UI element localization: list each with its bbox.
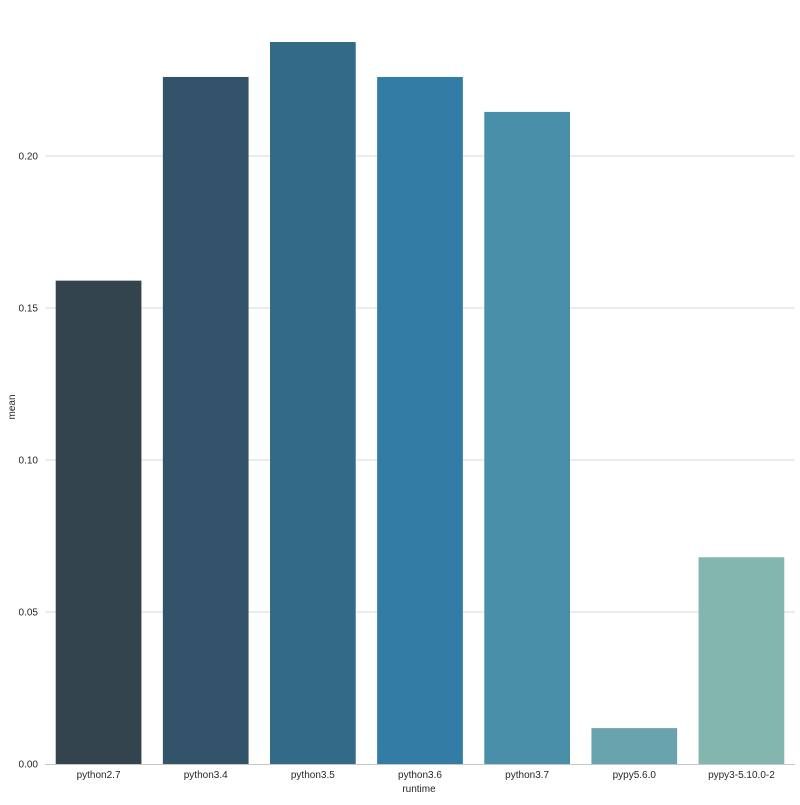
bar-python3-6 — [377, 76, 463, 764]
y-tick-label: 0.15 — [19, 304, 39, 315]
y-tick-label: 0.20 — [19, 152, 39, 163]
bars — [55, 42, 785, 765]
y-tick-labels: 0.00 0.05 0.10 0.15 0.20 — [19, 152, 39, 771]
x-tick-label: python2.7 — [77, 770, 121, 781]
bar-pypy3-5-10-0-2 — [698, 557, 785, 764]
x-tick-label: pypy5.6.0 — [613, 770, 657, 781]
y-tick-label: 0.00 — [19, 760, 39, 771]
x-tick-labels: python2.7 python3.4 python3.5 python3.6 pyth… — [77, 770, 776, 781]
bar-python2-7 — [55, 280, 142, 764]
y-tick-label: 0.05 — [19, 608, 39, 619]
x-axis-label: runtime — [402, 784, 436, 795]
x-tick-label: python3.5 — [291, 770, 335, 781]
x-tick-label: python3.7 — [505, 770, 549, 781]
bar-pypy5-6-0 — [591, 728, 678, 764]
x-tick-label: python3.6 — [398, 770, 442, 781]
bar-python3-5 — [270, 42, 356, 764]
y-tick-label: 0.10 — [19, 456, 39, 467]
bar-python3-4 — [162, 76, 249, 764]
x-tick-label: pypy3-5.10.0-2 — [708, 770, 775, 781]
y-axis-label: mean — [7, 394, 18, 419]
bar-python3-7 — [484, 111, 570, 765]
x-tick-label: python3.4 — [184, 770, 228, 781]
